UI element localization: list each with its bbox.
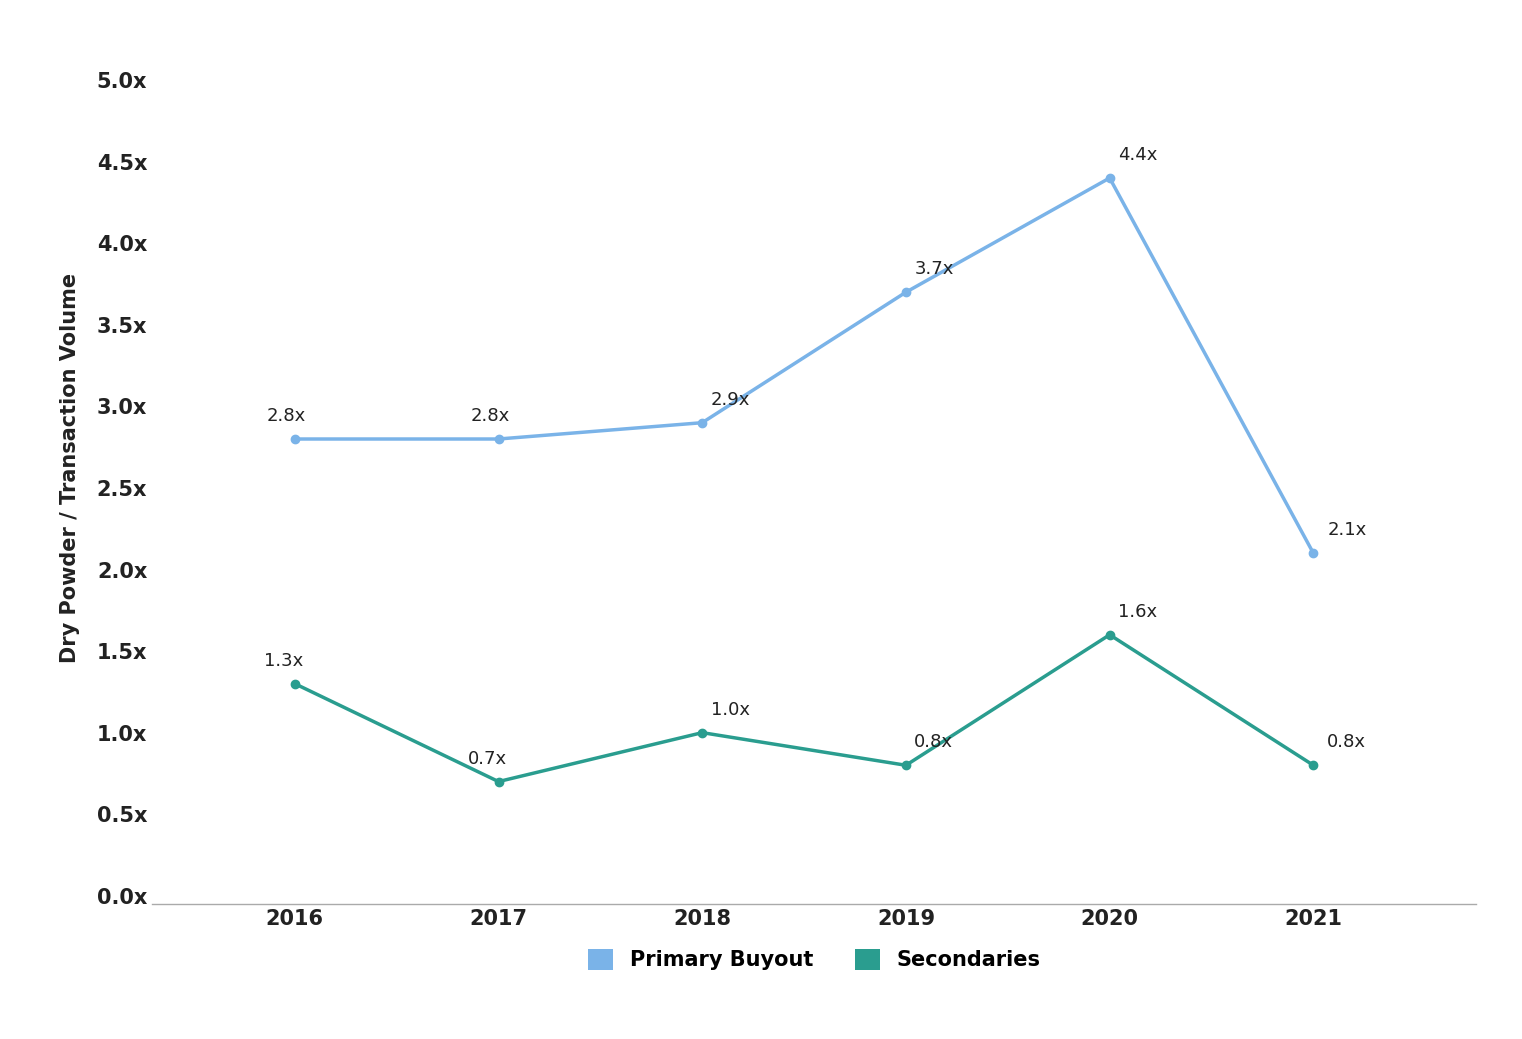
Text: 2.8x: 2.8x: [266, 407, 306, 425]
Text: 4.4x: 4.4x: [1119, 146, 1157, 164]
Text: 0.8x: 0.8x: [915, 734, 953, 751]
Y-axis label: Dry Powder / Transaction Volume: Dry Powder / Transaction Volume: [61, 272, 81, 663]
Legend: Primary Buyout, Secondaries: Primary Buyout, Secondaries: [578, 938, 1050, 981]
Text: 1.0x: 1.0x: [711, 700, 749, 719]
Text: 3.7x: 3.7x: [915, 261, 954, 278]
Text: 1.3x: 1.3x: [265, 651, 303, 670]
Text: 2.8x: 2.8x: [470, 407, 510, 425]
Text: 1.6x: 1.6x: [1119, 603, 1157, 621]
Text: 0.7x: 0.7x: [467, 750, 507, 768]
Text: 2.9x: 2.9x: [711, 391, 750, 408]
Text: 0.8x: 0.8x: [1327, 734, 1367, 751]
Text: 2.1x: 2.1x: [1327, 522, 1367, 539]
